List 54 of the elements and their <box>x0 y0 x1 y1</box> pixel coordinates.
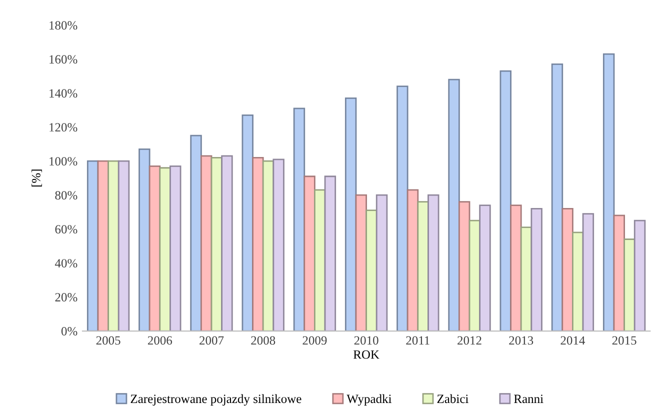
x-tick-label: 2006 <box>148 336 172 345</box>
y-tick-label: 40% <box>54 259 78 268</box>
bar <box>417 201 429 332</box>
bar <box>428 194 440 332</box>
bar <box>366 210 378 332</box>
y-tick-label: 60% <box>55 225 78 234</box>
y-tick-label: 120% <box>50 123 78 132</box>
bar <box>170 165 182 332</box>
bar <box>448 78 460 332</box>
y-axis-title: [%] <box>32 170 42 187</box>
bar <box>582 213 594 332</box>
x-tick-label: 2013 <box>509 336 534 345</box>
legend-label: Wypadki <box>346 394 392 406</box>
y-tick-label: 180% <box>50 21 78 30</box>
bar <box>500 70 512 332</box>
bar <box>159 167 171 332</box>
bar <box>138 148 150 332</box>
bar <box>602 53 615 332</box>
x-tick-label: 2010 <box>354 336 378 345</box>
y-tick-label: 0% <box>61 327 78 336</box>
bar <box>562 208 574 332</box>
bar <box>272 158 284 332</box>
y-tick-label: 160% <box>50 55 78 64</box>
bar <box>634 220 646 332</box>
y-tick-label: 20% <box>55 293 78 302</box>
x-tick-label: 2011 <box>406 336 430 345</box>
y-tick-label: 100% <box>50 157 78 166</box>
x-tick-label: 2012 <box>458 336 482 345</box>
bar <box>396 86 408 332</box>
x-tick-label: 2014 <box>560 336 586 345</box>
bar <box>221 155 233 332</box>
x-tick-label: 2005 <box>96 336 120 345</box>
legend-label: Ranni <box>514 394 544 404</box>
bar <box>458 201 470 332</box>
bar <box>376 194 388 332</box>
bar <box>530 208 542 332</box>
x-tick-label: 2015 <box>612 336 636 345</box>
legend-label: Zarejestrowane pojazdy silnikowe <box>130 394 302 406</box>
x-tick-label: 2009 <box>302 336 327 345</box>
bar <box>252 156 264 332</box>
bar <box>304 176 316 332</box>
x-axis-title: ROK <box>353 350 380 359</box>
bar <box>190 134 202 332</box>
legend-label: Zabici <box>437 394 468 404</box>
x-tick-label: 2008 <box>251 336 276 345</box>
y-tick-label: 140% <box>50 89 78 98</box>
x-tick-label: 2007 <box>200 336 224 345</box>
bar <box>324 176 336 332</box>
y-tick-label: 80% <box>55 191 78 200</box>
bar <box>344 98 357 332</box>
bar <box>510 204 522 332</box>
bar <box>118 160 130 332</box>
bar <box>479 204 491 332</box>
bar <box>551 64 564 332</box>
